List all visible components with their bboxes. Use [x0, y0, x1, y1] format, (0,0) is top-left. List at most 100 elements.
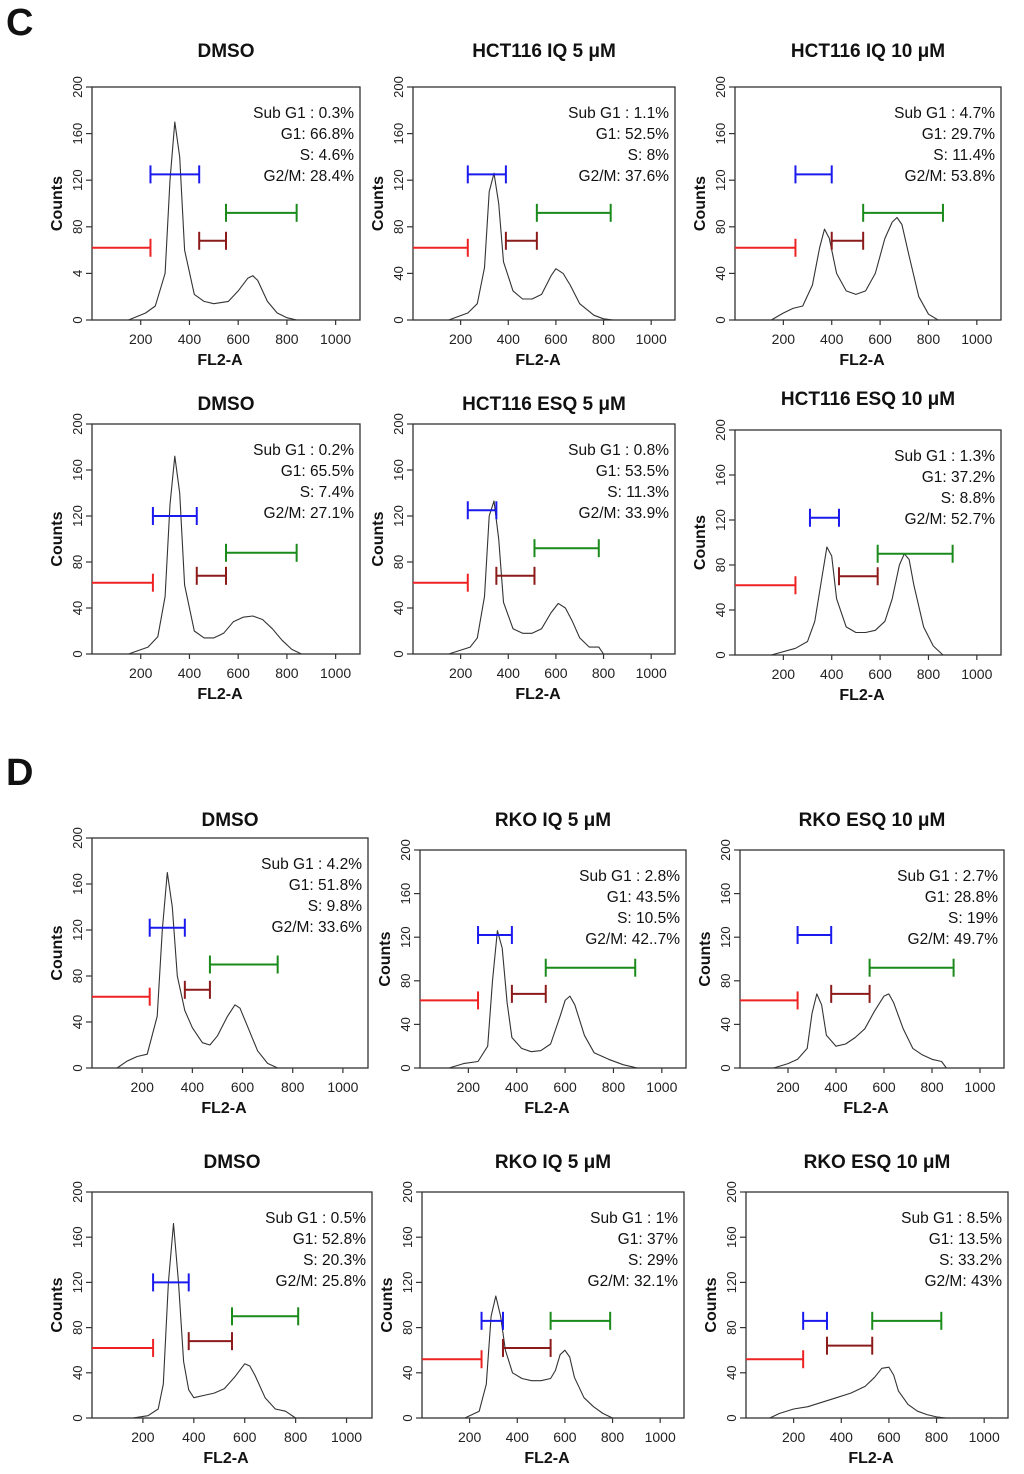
x-tick-label: 600: [868, 331, 892, 347]
stat-value: 1.3%: [960, 448, 996, 465]
y-tick-label: 120: [70, 919, 85, 941]
stat-value: 29.7%: [951, 126, 995, 143]
y-tick-label: 160: [391, 123, 406, 145]
stat-g1: G1: 66.8%: [281, 126, 354, 143]
histogram-chart-4: DMSO 0 40 80 120 160 200 Counts 200 400 600 800 1000…: [49, 394, 361, 703]
x-tick-label: 600: [227, 665, 251, 681]
stat-value: 52.5%: [625, 126, 669, 143]
stat-label: G2/M:: [579, 505, 626, 522]
x-tick-label: 800: [592, 665, 616, 681]
stat-value: 1%: [656, 1210, 679, 1227]
stat-g1: G1: 29.7%: [922, 126, 995, 143]
x-axis-label: FL2-A: [515, 352, 561, 369]
stat-label: S:: [939, 1252, 958, 1269]
x-axis-label: FL2-A: [524, 1100, 570, 1117]
y-tick-label: 200: [713, 76, 728, 98]
stat-value: 32.1%: [634, 1273, 678, 1290]
y-tick-label: 80: [70, 969, 85, 983]
y-axis-label: Counts: [370, 176, 387, 231]
stat-value: 43.5%: [636, 889, 680, 906]
histogram-chart-3: HCT116 IQ 10 μM 0 40 80 120 160 200 Counts 200 40…: [692, 41, 1002, 369]
g1-gate: [808, 508, 840, 527]
stat-label: G1:: [281, 463, 310, 480]
x-tick-label: 800: [281, 1079, 305, 1095]
plot-frame: [412, 86, 676, 321]
stat-label: S:: [617, 910, 636, 927]
y-tick-label: 40: [70, 601, 85, 615]
y-tick-label: 200: [718, 839, 733, 861]
stat-s: S: 8.8%: [941, 490, 996, 507]
stat-g1: G1: 37%: [618, 1231, 679, 1248]
stat-s: S: 19%: [948, 910, 998, 927]
histogram-chart-10: DMSO 0 40 80 120 160 200 Counts 200 400 600 800 1000…: [49, 1152, 373, 1467]
g1-gate: [151, 507, 198, 525]
y-tick-label: 0: [70, 1064, 85, 1071]
x-tick-label: 1000: [646, 1079, 677, 1095]
chart-title: HCT116 ESQ 5 μM: [462, 394, 626, 415]
histogram-curve: [420, 930, 686, 1069]
sub-g1-gate: [420, 991, 480, 1010]
stat-label: G2/M:: [264, 168, 311, 185]
x-tick-label: 1000: [969, 1429, 1000, 1445]
y-tick-label: 80: [398, 974, 413, 988]
stat-value: 11.3%: [626, 484, 669, 501]
y-tick-label: 40: [391, 266, 406, 280]
stat-g1: G1: 65.5%: [281, 463, 354, 480]
x-tick-label: 800: [284, 1429, 308, 1445]
stat-value: 33.9%: [625, 505, 669, 522]
g2m-gate: [544, 958, 637, 977]
stat-value: 4.6%: [319, 147, 355, 164]
g2m-gate: [225, 203, 298, 222]
stat-g2m: G2/M: 37.6%: [579, 168, 670, 185]
g1-gate: [794, 165, 833, 184]
histogram-chart-7: DMSO 0 40 80 120 160 200 Counts 200 400 600 800 1000…: [49, 810, 369, 1117]
x-tick-label: 600: [553, 1429, 577, 1445]
x-tick-label: 200: [457, 1079, 481, 1095]
stat-s: S: 33.2%: [939, 1252, 1002, 1269]
stat-label: S:: [300, 147, 319, 164]
stat-g1: G1: 37.2%: [922, 469, 995, 486]
stat-label: Sub G1 :: [901, 1210, 966, 1227]
s-phase-gate: [837, 567, 879, 586]
stat-label: G2/M:: [924, 1273, 971, 1290]
stat-value: 43%: [971, 1273, 1002, 1290]
x-axis-label: FL2-A: [197, 686, 243, 703]
g2m-gate: [871, 1311, 943, 1330]
g2m-gate: [862, 203, 944, 222]
stat-label: S:: [933, 147, 952, 164]
stat-value: 66.8%: [310, 126, 354, 143]
stat-g1: G1: 43.5%: [607, 889, 680, 906]
stat-value: 37.6%: [625, 168, 669, 185]
stat-g2m: G2/M: 27.1%: [264, 505, 355, 522]
y-tick-label: 160: [70, 459, 85, 481]
y-tick-label: 80: [70, 555, 85, 569]
y-tick-label: 160: [391, 459, 406, 481]
stat-s: S: 8%: [628, 147, 670, 164]
chart-title: DMSO: [202, 810, 259, 831]
y-tick-label: 40: [70, 1015, 85, 1029]
x-tick-label: 1000: [636, 665, 667, 681]
histogram-chart-1: DMSO 0 4 80 120 160 200 Counts 200 400 600 800 1000 F…: [49, 41, 361, 369]
y-tick-label: 80: [70, 220, 85, 234]
stat-value: 42..7%: [632, 931, 680, 948]
stat-label: G2/M:: [905, 511, 952, 528]
stat-g2m: G2/M: 25.8%: [276, 1273, 367, 1290]
chart-title: RKO IQ 5 μM: [495, 1152, 611, 1173]
y-tick-label: 40: [724, 1366, 739, 1380]
s-phase-gate: [501, 1338, 552, 1357]
stat-value: 49.7%: [954, 931, 998, 948]
x-tick-label: 600: [553, 1079, 577, 1095]
sub-g1-gate: [413, 573, 469, 592]
y-tick-label: 0: [391, 316, 406, 323]
plot-frame: [745, 1191, 1009, 1419]
x-axis-label: FL2-A: [839, 687, 885, 704]
stat-value: 0.3%: [319, 105, 355, 122]
histogram-curve: [92, 121, 360, 321]
stat-label: G1:: [596, 463, 625, 480]
x-tick-label: 200: [772, 331, 796, 347]
stat-s: S: 9.8%: [308, 898, 363, 915]
stat-sub-g1: Sub G1 : 2.8%: [579, 868, 680, 885]
stat-s: S: 4.6%: [300, 147, 355, 164]
y-axis-label: Counts: [692, 515, 709, 570]
stat-sub-g1: Sub G1 : 0.3%: [253, 105, 354, 122]
